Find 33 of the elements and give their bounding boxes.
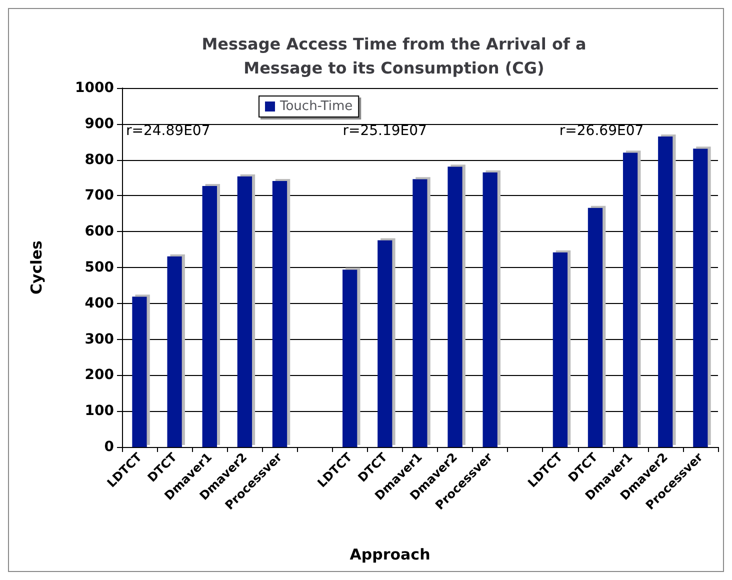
bar (552, 252, 568, 447)
bar (167, 256, 182, 447)
bar (482, 172, 498, 447)
y-tick-label: 900 (84, 116, 114, 132)
y-tick-label: 0 (104, 439, 114, 455)
bar (132, 296, 147, 447)
y-tick-label: 300 (84, 331, 114, 348)
y-tick-label: 400 (84, 295, 114, 312)
y-axis-title: Cycles (28, 240, 46, 294)
bar (272, 180, 288, 447)
bar (237, 176, 252, 447)
x-axis-title: Approach (350, 546, 430, 564)
bar (622, 152, 638, 447)
y-tick-label: 600 (84, 224, 114, 240)
bar (588, 208, 603, 447)
chart-title: Message Access Time from the Arrival of a Message to its Consumption (CG) (202, 34, 586, 78)
bar (378, 240, 392, 447)
y-tick-label: 800 (84, 152, 114, 168)
annotation: r=24.89E07 (126, 123, 210, 139)
annotation: r=25.19E07 (342, 123, 427, 139)
bar (412, 179, 428, 447)
y-tick-label: 1000 (75, 80, 114, 96)
legend-label: Touch-Time (279, 99, 353, 114)
annotation: r=26.69E07 (559, 123, 644, 139)
bar (448, 166, 462, 447)
bar (342, 270, 358, 447)
y-tick-label: 100 (84, 403, 114, 420)
bar (202, 186, 218, 447)
y-tick-label: 200 (84, 367, 114, 384)
bar (693, 148, 708, 447)
bar (658, 136, 673, 447)
y-tick-label: 700 (84, 188, 114, 204)
y-tick-label: 500 (84, 260, 114, 276)
